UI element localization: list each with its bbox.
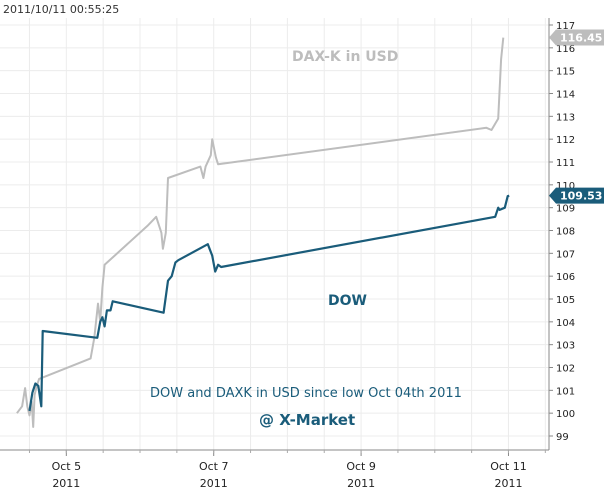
y-tick-label: 104 (556, 318, 575, 329)
y-tick-label: 110 (556, 181, 575, 192)
brand-text: @ X-Market (259, 411, 355, 429)
y-tick-label: 100 (556, 409, 575, 420)
y-tick-label: 103 (556, 341, 575, 352)
x-tick-label: Oct 11 (490, 460, 527, 473)
x-tick-label: Oct 9 (346, 460, 376, 473)
y-tick-label: 105 (556, 295, 575, 306)
series-line-dow (28, 194, 510, 412)
series-line-dax (16, 37, 505, 428)
y-tick-label: 106 (556, 272, 575, 283)
series-label-dax: DAX-K in USD (292, 49, 398, 65)
value-tag-text: 116.45 (560, 32, 602, 45)
x-tick-year: 2011 (347, 477, 375, 490)
value-tag-dow (549, 187, 604, 204)
series-label-dow: DOW (328, 293, 367, 309)
axes: 99 100 101 102 103 104 105 106 107 108 109 110 111 11… (0, 18, 575, 490)
y-tick-label: 109 (556, 204, 575, 215)
y-tick-label: 107 (556, 249, 575, 260)
value-tag-text: 109.53 (560, 190, 602, 203)
y-tick-label: 108 (556, 227, 575, 238)
value-tag-dax (549, 29, 604, 46)
y-tick-label: 115 (556, 67, 575, 78)
y-tick-label: 117 (556, 21, 575, 32)
series-lines (16, 37, 510, 428)
y-tick-label: 114 (556, 90, 575, 101)
y-tick-label: 111 (556, 158, 575, 169)
series-labels: 116.45 109.53 (549, 29, 604, 204)
y-tick-label: 113 (556, 112, 575, 123)
y-tick-label: 101 (556, 386, 575, 397)
x-tick-label: Oct 7 (199, 460, 229, 473)
y-tick-label: 99 (556, 432, 569, 443)
x-tick-year: 2011 (52, 477, 80, 490)
x-tick-label: Oct 5 (52, 460, 82, 473)
annotation-text: DOW and DAXK in USD since low Oct 04th 2… (150, 386, 462, 401)
x-tick-year: 2011 (200, 477, 228, 490)
y-tick-label: 102 (556, 364, 575, 375)
x-tick-year: 2011 (494, 477, 522, 490)
y-tick-label: 116 (556, 44, 575, 55)
timestamp: 2011/10/11 00:55:25 (3, 3, 119, 16)
y-tick-label: 112 (556, 135, 575, 146)
